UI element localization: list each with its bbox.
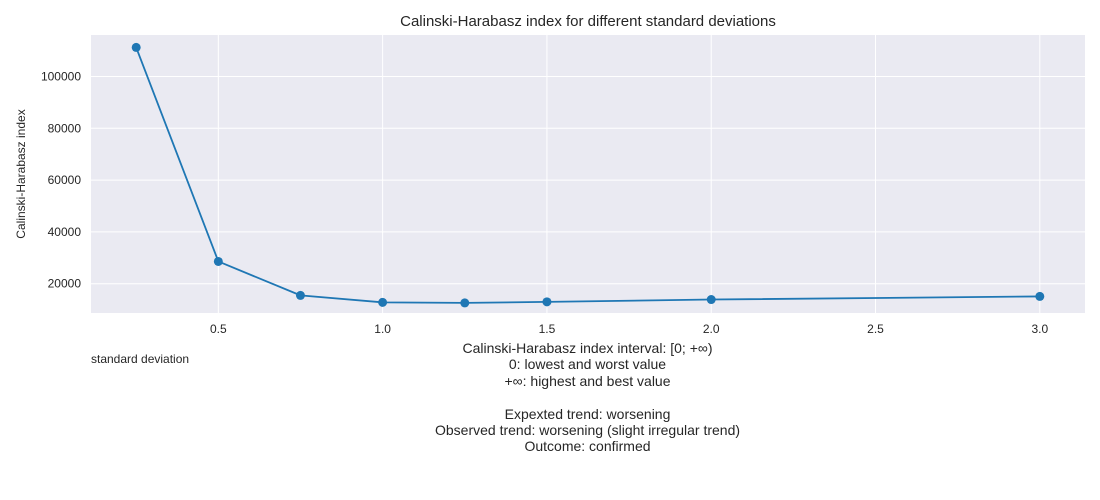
- expected-trend-text: Expexted trend: worsening: [504, 405, 671, 422]
- y-tick-label: 40000: [48, 225, 82, 239]
- data-series: [131, 42, 1045, 308]
- data-point: [213, 256, 223, 266]
- x-tick-label: 2.5: [867, 322, 884, 336]
- y-tick-label: 100000: [41, 69, 81, 83]
- x-tick-label: 1.0: [374, 322, 391, 336]
- chart-caption: Calinski-Harabasz index interval: [0; +∞…: [90, 340, 1085, 455]
- data-point: [295, 290, 305, 300]
- x-axis-label: standard deviation: [91, 352, 189, 366]
- observed-trend-text: Observed trend: worsening (slight irregu…: [434, 422, 741, 439]
- y-tick-label: 60000: [48, 173, 82, 187]
- data-point: [706, 295, 716, 305]
- x-axis-ticks: 0.5 1.0 1.5 2.0 2.5 3.0: [210, 322, 1048, 336]
- outcome-text: Outcome: confirmed: [524, 438, 651, 455]
- x-tick-label: 3.0: [1031, 322, 1048, 336]
- plot-area: [91, 35, 1085, 313]
- y-axis-ticks: 20000 40000 60000 80000 100000: [41, 69, 81, 290]
- grid: [91, 35, 1085, 313]
- y-axis-label: Calinski-Harabasz index: [14, 109, 28, 238]
- highest-value-text: +∞: highest and best value: [504, 372, 671, 389]
- y-tick-label: 20000: [48, 277, 82, 291]
- caption-spacer: [90, 389, 1085, 405]
- data-point: [1035, 291, 1045, 301]
- y-tick-label: 80000: [48, 121, 82, 135]
- lowest-value-text: 0: lowest and worst value: [508, 356, 667, 373]
- data-point: [460, 298, 470, 308]
- data-point: [378, 297, 388, 307]
- chart-title: Calinski-Harabasz index for different st…: [400, 13, 776, 30]
- x-tick-label: 0.5: [210, 322, 227, 336]
- x-tick-label: 1.5: [539, 322, 556, 336]
- x-tick-label: 2.0: [703, 322, 720, 336]
- series-line: [135, 47, 1040, 304]
- data-point: [131, 42, 141, 52]
- data-point: [542, 297, 552, 307]
- index-interval-text: Calinski-Harabasz index interval: [0; +∞…: [462, 340, 713, 356]
